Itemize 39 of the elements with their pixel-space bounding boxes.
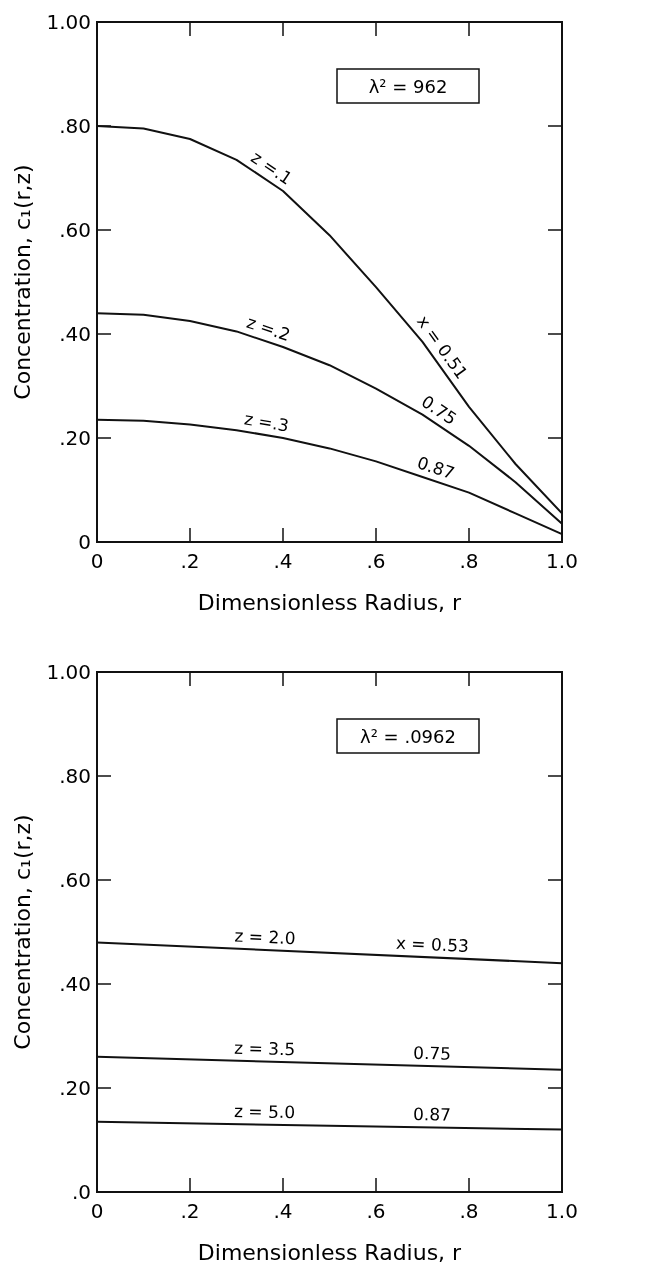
y-tick-label: .60 bbox=[59, 868, 91, 892]
annotation: z = 3.5 bbox=[233, 1037, 296, 1060]
x-tick-label: .2 bbox=[180, 1199, 200, 1223]
x-tick-label: .2 bbox=[180, 549, 200, 573]
y-tick-label: 1.00 bbox=[46, 660, 91, 684]
x-tick-label: .8 bbox=[459, 549, 479, 573]
y-tick-label: 1.00 bbox=[46, 10, 91, 34]
y-tick-label: .80 bbox=[59, 764, 91, 788]
x-tick-label: 1.0 bbox=[546, 549, 578, 573]
annotation: z =.2 bbox=[244, 311, 293, 346]
y-tick-label: .60 bbox=[59, 218, 91, 242]
y-tick-label: .0 bbox=[71, 1180, 91, 1204]
y-tick-label: .20 bbox=[59, 426, 91, 450]
y-tick-label: .40 bbox=[59, 322, 91, 346]
x-axis-title: Dimensionless Radius, r bbox=[197, 1240, 463, 1265]
x-tick-label: 1.0 bbox=[546, 1199, 578, 1223]
y-tick-label: .80 bbox=[59, 114, 91, 138]
y-tick-label: .40 bbox=[59, 972, 91, 996]
x-tick-label: .8 bbox=[459, 1199, 479, 1223]
x-tick-label: .6 bbox=[366, 1199, 386, 1223]
annotation: z =.3 bbox=[242, 408, 291, 436]
x-axis-title: Dimensionless Radius, r bbox=[197, 590, 463, 615]
annotation: z = 5.0 bbox=[233, 1101, 296, 1123]
annotation: λ² = 962 bbox=[368, 76, 448, 97]
annotation: 0.75 bbox=[417, 391, 461, 429]
x-tick-label: .4 bbox=[273, 1199, 293, 1223]
annotation: 0.87 bbox=[412, 1104, 452, 1125]
y-axis-title: Concentration, c₁(r,z) bbox=[10, 164, 35, 400]
x-tick-label: .4 bbox=[273, 549, 293, 573]
annotation: z =.1 bbox=[247, 146, 296, 189]
annotation: λ² = .0962 bbox=[360, 726, 456, 747]
y-axis-title: Concentration, c₁(r,z) bbox=[10, 814, 35, 1050]
annotation: z = 2.0 bbox=[234, 925, 296, 949]
y-tick-label: 0 bbox=[78, 530, 91, 554]
annotation: 0.87 bbox=[414, 452, 458, 484]
annotation: 0.75 bbox=[412, 1042, 452, 1064]
y-tick-label: .20 bbox=[59, 1076, 91, 1100]
x-tick-label: .6 bbox=[366, 549, 386, 573]
annotation: x = 0.53 bbox=[395, 932, 470, 957]
